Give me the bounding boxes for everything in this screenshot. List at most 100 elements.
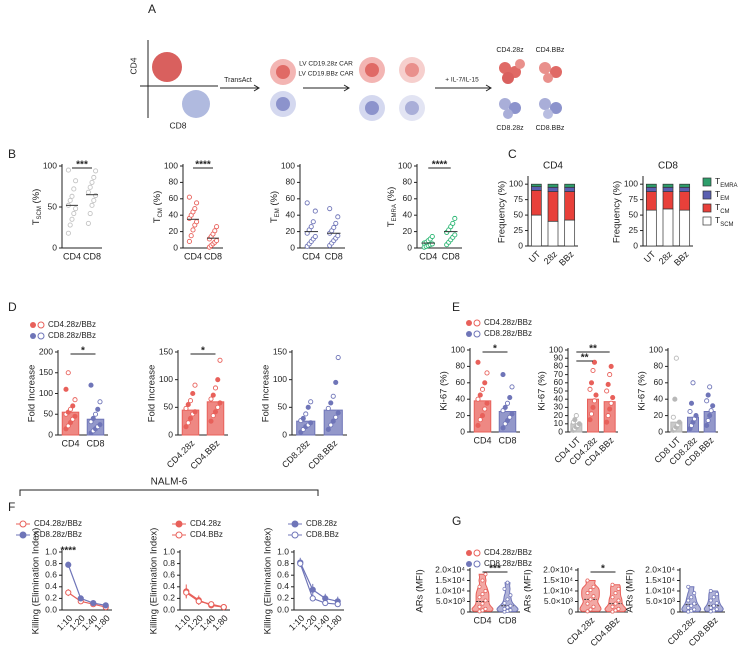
legend-icon — [175, 520, 183, 528]
y-tick-label: 0.8 — [277, 558, 289, 568]
data-point — [325, 405, 331, 411]
data-point — [89, 202, 95, 208]
data-point — [322, 599, 329, 607]
y-tick-label: 1.5×10⁴ — [543, 575, 573, 585]
legend-label-part: SCM — [720, 222, 733, 228]
bar-segment — [564, 186, 576, 192]
legend-label: CD8.28z/BBz — [484, 329, 532, 338]
data-point — [90, 415, 96, 421]
y-tick-label: 60 — [456, 377, 466, 387]
data-point — [585, 601, 590, 606]
data-point — [607, 372, 613, 378]
y-tick-label: 50 — [48, 201, 58, 211]
y-tick-label: 40 — [403, 209, 413, 219]
y-tick-label: 40 — [654, 393, 664, 403]
y-tick-label: 100 — [281, 160, 295, 170]
significance-label: * — [81, 346, 85, 357]
data-point — [65, 589, 72, 596]
data-point — [707, 413, 713, 419]
data-point — [187, 415, 194, 421]
diagram-label: CD4.28z — [496, 47, 524, 54]
y-tick-label: 50 — [629, 209, 639, 219]
legend-label-part: T — [715, 176, 720, 186]
legend-label-part: T — [715, 202, 720, 212]
arrow-head — [485, 84, 492, 92]
y-tick-label: 0.0 — [163, 604, 175, 614]
data-point — [212, 228, 218, 234]
diagram-label: LV CD19.BBz CAR — [298, 71, 353, 78]
data-point — [479, 413, 486, 419]
data-point — [327, 206, 333, 212]
data-point — [610, 595, 615, 600]
y-tick-label: 1.5×10⁴ — [435, 575, 465, 585]
y-axis-label-part: T — [31, 219, 42, 225]
y-tick-label: 0.4 — [45, 581, 57, 591]
legend-icon — [175, 531, 183, 539]
legend-icon — [473, 549, 481, 557]
data-point — [65, 167, 71, 173]
data-point — [93, 168, 99, 174]
data-point — [504, 400, 511, 406]
y-tick-label: 150 — [273, 346, 287, 356]
y-tick-label: 0.2 — [277, 593, 289, 603]
data-point — [89, 179, 95, 185]
data-point — [335, 233, 341, 239]
data-point — [214, 224, 220, 230]
data-point — [705, 392, 711, 398]
violin — [703, 590, 724, 612]
data-point — [185, 402, 191, 408]
x-tick-label: CD4 — [63, 251, 81, 261]
cell-icon — [365, 63, 379, 77]
data-point — [70, 403, 76, 409]
data-point — [610, 395, 616, 401]
data-point — [686, 605, 691, 610]
bar-segment — [679, 209, 691, 247]
data-point — [689, 603, 694, 608]
cell-icon — [276, 97, 290, 111]
data-point — [95, 406, 101, 412]
panel-label: B — [8, 147, 16, 161]
data-point — [452, 215, 458, 222]
data-point — [707, 384, 713, 390]
significance-label: * — [601, 564, 605, 575]
data-point — [220, 604, 227, 611]
legend-icon — [466, 550, 472, 556]
data-point — [508, 593, 513, 598]
diagram-label: TransAct — [224, 77, 252, 84]
y-tick-label: 80 — [654, 361, 664, 371]
data-point — [509, 384, 515, 390]
y-tick-label: 0.6 — [45, 569, 57, 579]
data-point — [303, 411, 309, 417]
chart-title: CD8 — [658, 161, 678, 172]
y-tick-label: 0 — [168, 429, 173, 439]
data-point — [475, 359, 481, 365]
significance-label: ** — [589, 344, 597, 355]
diagram-label: CD4.BBz — [536, 47, 565, 54]
legend-label: CD8.28z/BBz — [484, 559, 532, 568]
x-tick-label: UT — [527, 249, 543, 265]
y-tick-label: 0 — [568, 606, 573, 616]
y-tick-label: 60 — [286, 193, 296, 203]
y-axis-label: ARs (MFI) — [415, 569, 426, 612]
legend-icon — [19, 520, 27, 528]
bar-segment — [679, 183, 691, 188]
data-point — [67, 406, 74, 412]
data-point — [505, 597, 510, 602]
y-tick-label: 0.8 — [45, 558, 57, 568]
y-tick-label: 0 — [670, 606, 675, 616]
y-tick-label: 100 — [164, 160, 178, 170]
y-tick-label: 2.0×10⁴ — [645, 564, 675, 574]
group-bracket — [19, 489, 319, 496]
data-point — [692, 607, 697, 612]
legend-icon — [19, 531, 27, 539]
y-axis-label: ARs (MFI) — [625, 569, 636, 612]
y-tick-label: 0.4 — [163, 581, 175, 591]
data-point — [608, 400, 614, 406]
data-point — [97, 399, 103, 405]
data-point — [190, 227, 196, 233]
diagram-label: CD4 — [128, 57, 138, 74]
y-axis-label-part: EMRA — [392, 204, 398, 221]
y-tick-label: 20 — [554, 410, 564, 420]
y-axis-label: Fold Increase — [147, 365, 158, 423]
legend-icon — [30, 333, 36, 339]
